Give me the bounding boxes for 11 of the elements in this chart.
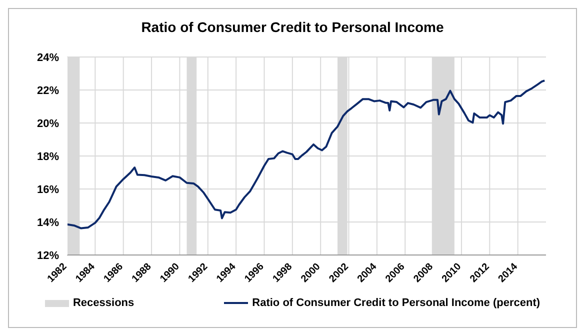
y-tick-label: 20% bbox=[36, 118, 60, 130]
legend-label: Ratio of Consumer Credit to Personal Income (percent) bbox=[252, 297, 540, 309]
line-series bbox=[67, 80, 546, 230]
y-tick-label: 18% bbox=[36, 150, 60, 163]
legend-label: Recessions bbox=[72, 297, 134, 309]
y-tick-label: 22% bbox=[36, 84, 60, 97]
y-tick-label: 14% bbox=[36, 216, 60, 229]
y-tick-label: 24% bbox=[36, 52, 60, 64]
y-tick-label: 12% bbox=[36, 250, 60, 262]
chart-title: Ratio of Consumer Credit to Personal Income bbox=[140, 18, 445, 37]
y-tick-label: 16% bbox=[36, 184, 60, 196]
